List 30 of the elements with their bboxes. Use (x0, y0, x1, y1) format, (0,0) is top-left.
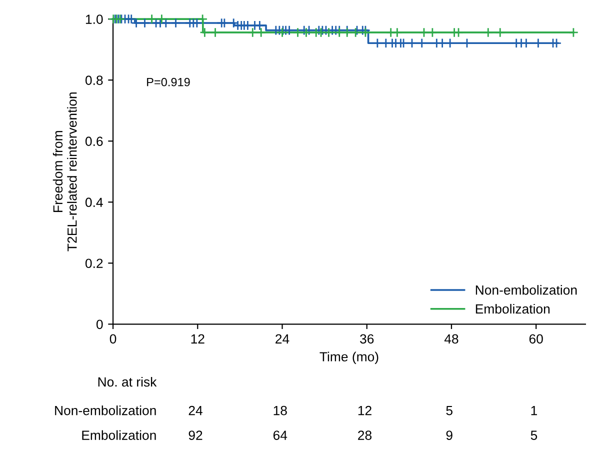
y-tick-label: 0 (96, 320, 103, 330)
x-tick-label: 24 (276, 334, 290, 344)
text: 28 (358, 430, 372, 440)
text: 9 (446, 430, 452, 440)
text: 18 (274, 406, 287, 416)
text: 1 (531, 406, 537, 416)
x-tick-label: 0 (110, 334, 116, 344)
x-tick-label: 60 (529, 334, 543, 344)
x-tick-label: 12 (191, 334, 204, 344)
text: 5 (446, 406, 452, 416)
x-tick-label: 36 (360, 334, 374, 344)
text: 5 (530, 430, 538, 440)
text: 12 (358, 406, 372, 416)
y-tick-label: 0.8 (85, 76, 103, 85)
text: Non-embolization (55, 406, 156, 416)
x-tick-label: 48 (444, 334, 458, 344)
text: 64 (273, 430, 288, 440)
y-tick-label: 1.0 (86, 14, 103, 24)
x-axis-title: Time (mo) (320, 352, 378, 364)
y-tick-label: 0.6 (85, 136, 103, 146)
annotation: P=0.919 (147, 78, 190, 86)
text: Embolization (82, 430, 156, 440)
text: No. at risk (98, 376, 157, 387)
text: 92 (188, 430, 202, 440)
y-tick-label: 0.4 (85, 198, 103, 208)
text: 24 (188, 406, 202, 416)
legend-label: Non-embolization (476, 285, 577, 295)
legend-label: Embolization (476, 304, 550, 314)
y-axis-title: Freedom from T2EL-related reintervention (52, 92, 77, 252)
y-tick-label: 0.2 (85, 258, 103, 268)
